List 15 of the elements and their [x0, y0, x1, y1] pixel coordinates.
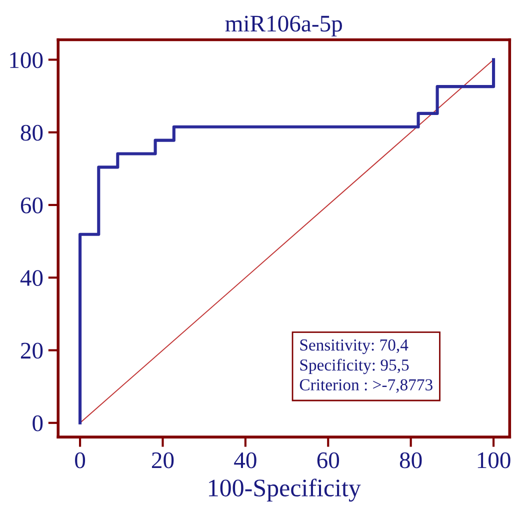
y-tick-label: 100 [10, 52, 43, 68]
y-tick-label: 20 [20, 342, 43, 359]
chart-title: miR106a-5p [225, 16, 342, 36]
x-tick-label: 20 [152, 452, 174, 468]
x-axis-title: 100-Specificity [209, 478, 361, 502]
y-tick-label: 80 [20, 124, 43, 141]
y-tick-label: 60 [20, 197, 43, 214]
x-tick-label: 80 [400, 452, 422, 468]
x-tick-label: 40 [234, 452, 256, 468]
y-tick-label: 40 [20, 270, 43, 286]
annotation: Sensitivity: 70,4 Specificity: 95,5 Criterion : >-7,8773 [300, 339, 432, 393]
x-tick-label: 60 [317, 452, 340, 468]
x-tick-label: 100 [478, 452, 510, 468]
x-tick-label: 0 [75, 452, 86, 468]
y-tick-label: 0 [32, 415, 43, 432]
